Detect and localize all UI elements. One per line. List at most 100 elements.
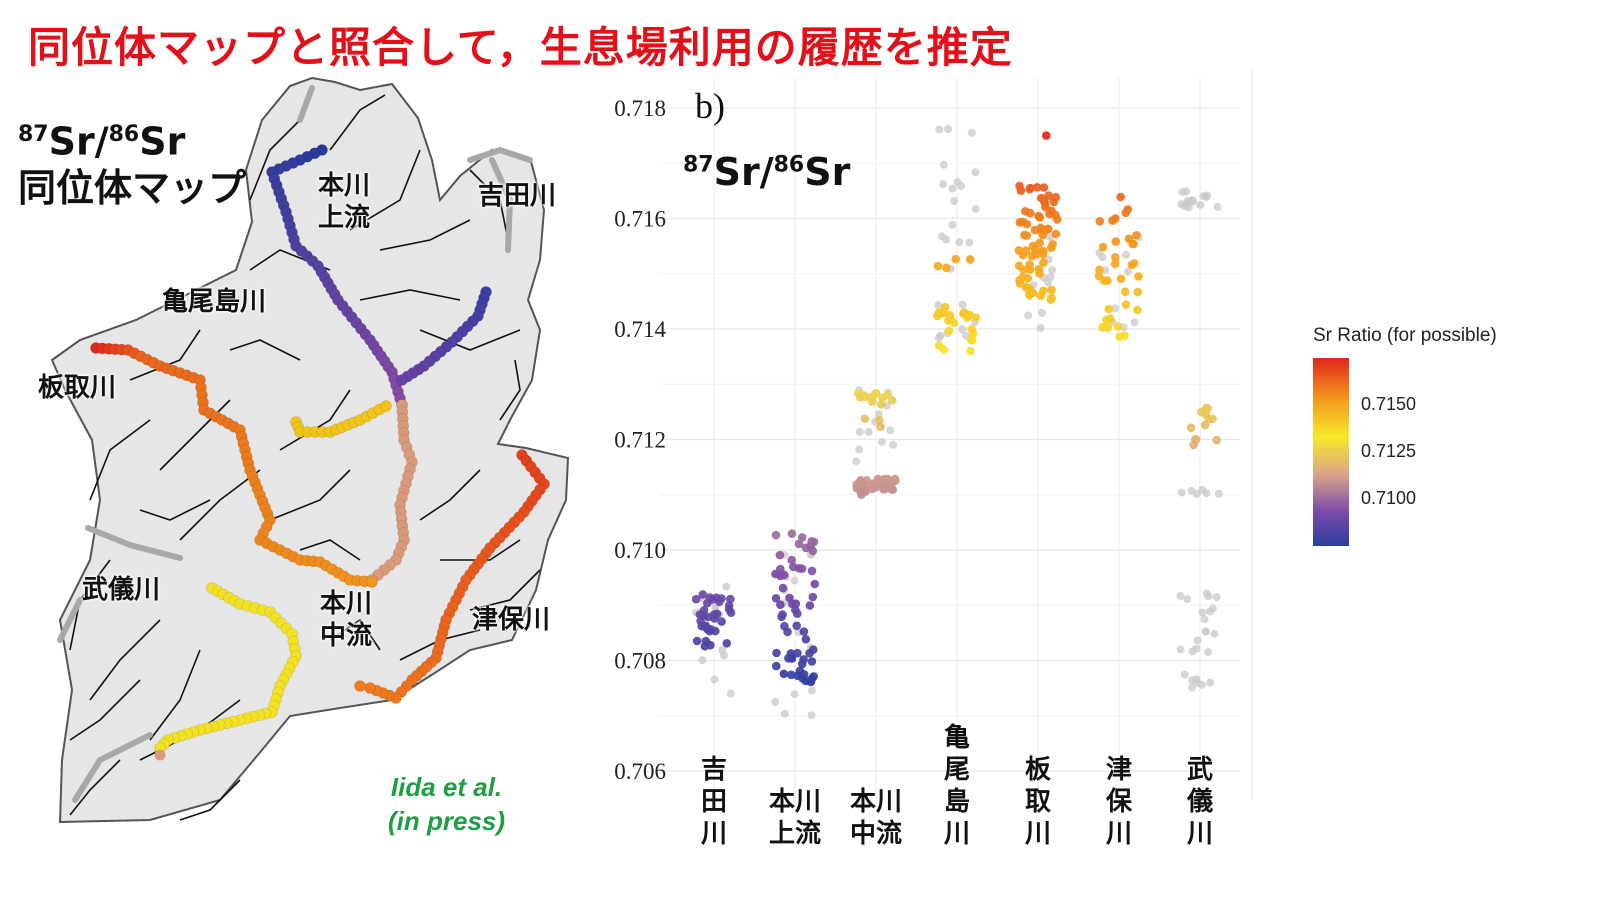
data-point	[933, 261, 943, 271]
x-category-line: 本川	[849, 787, 902, 817]
data-point	[1121, 208, 1131, 218]
data-point-gray	[1177, 488, 1186, 497]
data-point	[801, 635, 811, 644]
data-point	[1026, 208, 1035, 218]
data-point	[1039, 258, 1048, 268]
data-point-gray	[722, 582, 731, 591]
data-point-gray	[971, 204, 980, 213]
data-point	[967, 324, 976, 334]
x-category-label: 吉田川	[674, 754, 754, 850]
data-point-gray	[807, 686, 816, 695]
x-category-line: 武	[1186, 755, 1213, 785]
data-point	[1133, 305, 1142, 315]
data-point	[772, 648, 781, 658]
data-point-gray	[710, 675, 719, 684]
data-point	[945, 315, 955, 324]
data-point	[1103, 323, 1113, 333]
data-point	[1021, 246, 1031, 255]
data-point	[1014, 246, 1024, 255]
label-honkawa-upper: 本川 上流	[318, 171, 371, 233]
data-point	[780, 621, 789, 631]
x-category-label: 本川 中流	[836, 786, 916, 850]
data-point	[1208, 414, 1217, 424]
data-point	[1111, 237, 1121, 246]
y-tick-label: 0.714	[614, 317, 666, 342]
gray-branch	[85, 525, 183, 561]
x-category-line: 取	[1024, 787, 1051, 817]
river-sample-dot	[380, 400, 392, 412]
data-point	[881, 478, 890, 488]
tributary-line	[69, 759, 121, 816]
label-yoshida: 吉田川	[478, 181, 557, 211]
tributary-line	[89, 419, 151, 501]
river-sample-dot	[366, 576, 378, 588]
data-point	[1121, 300, 1131, 309]
data-point	[787, 555, 796, 565]
x-category-line: 川	[943, 819, 970, 849]
tributary-line	[229, 339, 301, 361]
data-point-gray	[1202, 589, 1211, 598]
y-axis-ticks: 0.706 0.708 0.710 0.712 0.714 0.716 0.718	[614, 96, 666, 784]
x-category-line: 儀	[1186, 787, 1213, 817]
gray-branch	[57, 597, 83, 643]
tributary-line	[249, 119, 301, 201]
data-point-gray	[1036, 324, 1045, 332]
data-point-gray	[790, 576, 799, 585]
data-point	[888, 485, 898, 495]
data-point	[1047, 243, 1056, 252]
data-point	[809, 537, 819, 547]
data-point-gray	[1206, 678, 1215, 687]
data-point-gray	[1196, 200, 1205, 209]
data-point	[794, 539, 804, 549]
data-point-gray	[1177, 200, 1186, 209]
river-sample-dot	[354, 680, 366, 692]
data-point	[1025, 291, 1034, 300]
data-point	[805, 601, 815, 610]
x-category-label: 武儀川	[1160, 754, 1240, 850]
data-point-gray	[1187, 486, 1196, 495]
plot-panel	[660, 96, 1250, 789]
data-point-gray	[937, 232, 946, 241]
data-point	[1019, 265, 1028, 275]
data-point	[860, 414, 870, 424]
data-point-gray	[1193, 636, 1202, 645]
data-point-gray	[1200, 615, 1209, 624]
tributary-line	[469, 569, 541, 611]
data-point-gray	[1176, 645, 1185, 654]
legend-tick-label: 0.7125	[1361, 441, 1417, 461]
data-point	[1116, 192, 1125, 202]
data-point-gray	[1212, 593, 1221, 602]
data-point-gray	[698, 656, 707, 665]
data-point	[1038, 250, 1048, 259]
river-sample-dot	[154, 749, 166, 761]
data-point	[771, 594, 781, 603]
legend-tick-mark	[1349, 405, 1355, 406]
data-point	[1023, 284, 1032, 293]
data-point-gray	[1038, 308, 1046, 317]
data-point	[1032, 183, 1042, 192]
map-title: 87Sr/86Sr 同位体マップ	[18, 119, 247, 210]
data-point	[1044, 191, 1053, 200]
x-category-line: 吉	[700, 755, 727, 785]
data-point	[1116, 274, 1126, 284]
data-point	[959, 309, 968, 319]
data-point	[1098, 242, 1108, 252]
data-point	[965, 255, 975, 264]
data-point	[692, 636, 702, 646]
x-category-line: 尾	[943, 755, 970, 785]
tributary-line	[419, 329, 521, 351]
data-point	[1189, 440, 1198, 450]
data-point	[1094, 271, 1104, 281]
data-point-gray	[807, 711, 816, 720]
data-point	[799, 627, 809, 636]
data-point	[876, 400, 886, 409]
data-point	[807, 674, 817, 684]
data-point-gray	[889, 440, 897, 449]
plot-title: 87Sr/86Sr	[683, 150, 851, 194]
label-kameoshima: 亀尾島川	[162, 287, 267, 317]
data-point	[801, 543, 811, 553]
data-point-gray	[958, 300, 967, 309]
data-point	[1105, 314, 1115, 324]
tributary-line	[179, 469, 261, 541]
data-point-gray	[957, 182, 966, 190]
